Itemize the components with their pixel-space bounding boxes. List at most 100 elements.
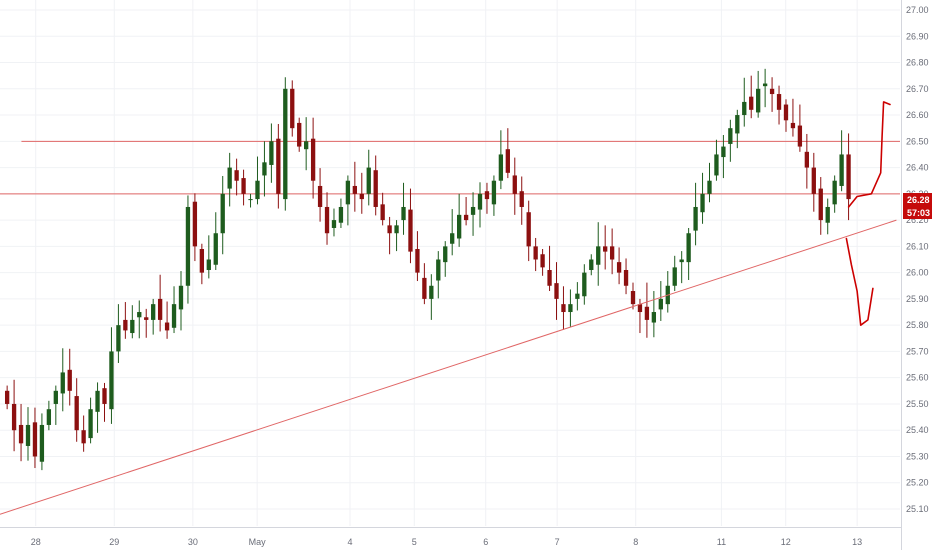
- candle-body: [477, 193, 483, 210]
- candle-body: [735, 115, 740, 134]
- candle-body: [533, 246, 538, 260]
- candle-body: [60, 372, 65, 394]
- candle-body: [561, 304, 566, 313]
- candle-body: [575, 293, 580, 299]
- candle-body: [547, 270, 552, 286]
- candle-body: [95, 390, 100, 412]
- y-tick-label: 26.80: [906, 58, 929, 68]
- x-tick-label: 5: [412, 537, 417, 547]
- candle-body: [519, 191, 524, 207]
- candle-body: [679, 259, 684, 263]
- candle-body: [262, 162, 267, 176]
- candle-body: [373, 170, 378, 207]
- candle-body: [651, 312, 657, 323]
- candle-body: [742, 101, 747, 116]
- candle-body: [672, 267, 677, 286]
- y-tick-label: 25.70: [906, 346, 929, 356]
- candle-body: [290, 88, 295, 129]
- candle-body: [338, 206, 344, 223]
- candle-body: [749, 96, 754, 110]
- candle-body: [644, 306, 650, 320]
- candle-body: [846, 154, 851, 200]
- y-tick-label: 25.20: [906, 478, 929, 488]
- candle-body: [512, 175, 517, 194]
- candle-body: [269, 141, 274, 165]
- candle-body: [429, 285, 434, 299]
- candle-body: [804, 151, 810, 168]
- ascending-trendline[interactable]: [0, 219, 897, 515]
- y-tick-label: 26.90: [906, 31, 929, 41]
- candle-body: [185, 206, 191, 286]
- candle-body: [310, 138, 316, 181]
- candle-body: [32, 422, 38, 457]
- candle-body: [304, 141, 309, 150]
- candle-body: [693, 206, 698, 231]
- y-tick-label: 25.90: [906, 294, 929, 304]
- x-tick-label: 4: [347, 537, 352, 547]
- y-tick-label: 26.10: [906, 241, 929, 251]
- candle-body: [839, 154, 844, 186]
- candle-body: [637, 304, 643, 313]
- candle-body: [540, 254, 545, 268]
- candle-body: [818, 188, 823, 221]
- candle-body: [756, 88, 761, 113]
- y-tick-label: 26.50: [906, 136, 929, 146]
- x-tick-label: 6: [483, 537, 488, 547]
- y-tick-label: 25.10: [906, 504, 929, 514]
- x-tick-label: 28: [31, 537, 41, 547]
- candle-body: [616, 262, 622, 273]
- trendline-layer: [0, 219, 897, 515]
- countdown-badge: 57:03: [903, 206, 932, 219]
- candle-body: [498, 154, 504, 181]
- candle-body: [415, 248, 420, 273]
- candle-body: [331, 220, 337, 228]
- forecast-arrow-up[interactable]: [847, 101, 891, 208]
- current-price-label: 26.28: [907, 195, 930, 205]
- candle-body: [227, 167, 232, 189]
- candle-body: [776, 94, 782, 110]
- candle-body: [4, 390, 10, 404]
- candle-body: [825, 206, 830, 223]
- candle-body: [721, 146, 726, 158]
- candle-body: [596, 246, 601, 265]
- candle-body: [422, 277, 427, 299]
- candle-body: [206, 259, 211, 271]
- candle-body: [102, 388, 107, 404]
- y-tick-label: 26.20: [906, 215, 929, 225]
- candle-body: [359, 193, 364, 200]
- x-tick-label: 30: [188, 537, 198, 547]
- y-tick-label: 26.40: [906, 163, 929, 173]
- candle-body: [380, 204, 385, 221]
- forecast-annotations: [845, 101, 891, 327]
- candle-body: [74, 396, 79, 431]
- candle-body: [109, 351, 114, 410]
- candle-body: [345, 180, 351, 205]
- forecast-arrow-down[interactable]: [845, 237, 874, 327]
- price-axis[interactable]: 27.0026.9026.8026.7026.6026.5026.4026.30…: [906, 5, 929, 514]
- candle-body: [700, 193, 705, 213]
- x-tick-label: May: [249, 537, 267, 547]
- candle-body: [130, 319, 135, 334]
- candle-body: [728, 128, 733, 144]
- candle-body: [144, 317, 149, 320]
- candle-body: [39, 424, 45, 462]
- countdown-label: 57:03: [907, 208, 930, 218]
- x-tick-label: 29: [109, 537, 119, 547]
- candle-body: [123, 319, 128, 331]
- candle-body: [220, 193, 225, 234]
- candle-body: [366, 167, 371, 194]
- y-tick-label: 25.50: [906, 399, 929, 409]
- time-axis[interactable]: 28 29 30 May 4 5 6 7 8 11 12 13: [31, 537, 862, 547]
- candle-body: [324, 206, 330, 234]
- candle-body: [192, 201, 198, 247]
- candle-body: [276, 138, 281, 194]
- candle-body: [164, 322, 170, 331]
- candle-body: [178, 285, 184, 310]
- candle-body: [505, 149, 510, 173]
- candle-body: [248, 199, 253, 201]
- candle-body: [137, 312, 142, 318]
- candle-body: [783, 104, 789, 121]
- x-tick-label: 13: [852, 537, 862, 547]
- x-tick-label: 11: [717, 537, 726, 547]
